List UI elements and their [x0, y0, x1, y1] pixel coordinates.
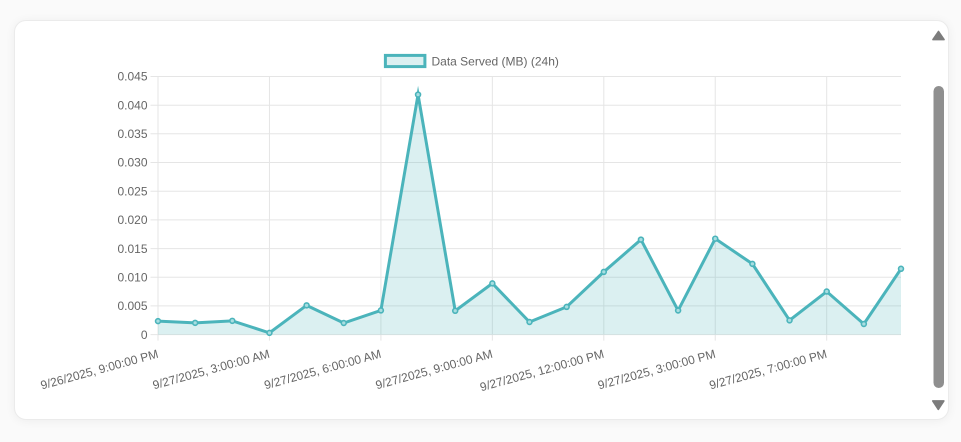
svg-text:0.045: 0.045: [117, 70, 147, 84]
svg-text:9/26/2025, 9:00:00 PM: 9/26/2025, 9:00:00 PM: [39, 347, 160, 393]
svg-text:0.005: 0.005: [117, 299, 147, 313]
svg-text:9/27/2025, 12:00:00 PM: 9/27/2025, 12:00:00 PM: [478, 347, 605, 395]
svg-text:0.040: 0.040: [117, 98, 147, 112]
svg-text:9/27/2025, 6:00:00 AM: 9/27/2025, 6:00:00 AM: [263, 347, 383, 393]
svg-text:0.015: 0.015: [117, 242, 147, 256]
svg-text:0.030: 0.030: [117, 156, 147, 170]
svg-text:0.020: 0.020: [117, 213, 147, 227]
svg-text:0.025: 0.025: [117, 184, 147, 198]
svg-text:9/27/2025, 9:00:00 AM: 9/27/2025, 9:00:00 AM: [374, 347, 494, 393]
svg-text:9/27/2025, 3:00:00 AM: 9/27/2025, 3:00:00 AM: [151, 347, 271, 393]
svg-text:9/27/2025, 7:00:00 PM: 9/27/2025, 7:00:00 PM: [708, 347, 829, 393]
svg-text:Data Served (MB) (24h): Data Served (MB) (24h): [432, 54, 559, 68]
svg-text:0.035: 0.035: [117, 127, 147, 141]
svg-text:9/27/2025, 3:00:00 PM: 9/27/2025, 3:00:00 PM: [596, 347, 717, 393]
svg-text:0.010: 0.010: [117, 270, 147, 284]
svg-text:0: 0: [141, 328, 148, 342]
